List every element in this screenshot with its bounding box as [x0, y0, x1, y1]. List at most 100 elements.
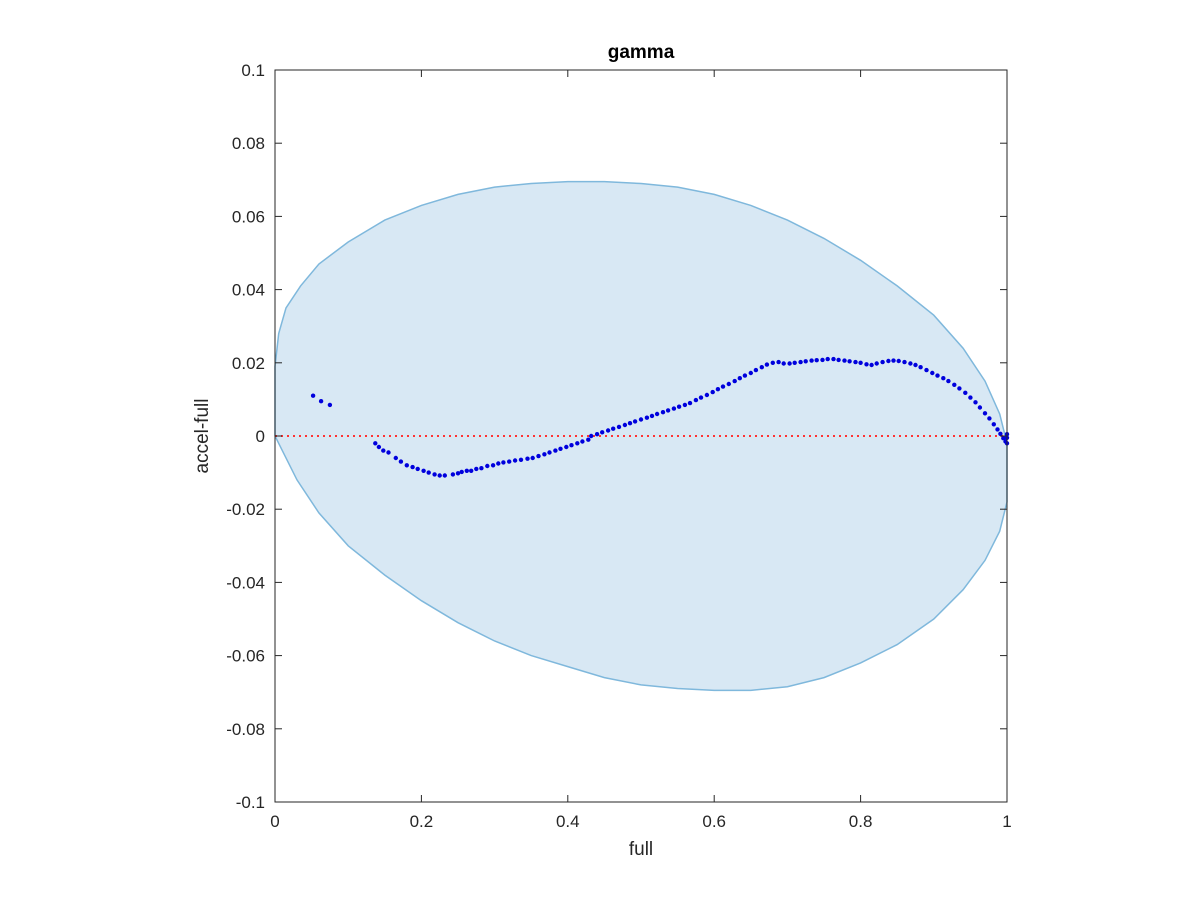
data-point — [781, 361, 786, 366]
data-point — [622, 422, 628, 428]
data-point — [373, 441, 378, 446]
data-point — [410, 464, 415, 470]
data-point — [963, 390, 968, 395]
y-tick-label: -0.1 — [236, 793, 265, 812]
data-point — [404, 463, 409, 468]
data-point — [415, 466, 420, 472]
data-point — [831, 356, 836, 362]
data-point — [525, 456, 530, 461]
y-tick-label: -0.08 — [226, 720, 265, 739]
data-point — [564, 444, 569, 450]
data-point — [836, 357, 841, 363]
data-point — [995, 427, 1000, 432]
data-point — [558, 446, 563, 451]
data-point — [512, 458, 518, 463]
data-point — [753, 367, 759, 373]
data-point — [644, 415, 650, 420]
data-point — [569, 443, 574, 448]
data-point — [586, 437, 591, 442]
data-point — [553, 448, 558, 453]
x-tick-label: 0.2 — [410, 812, 434, 831]
data-point — [490, 463, 496, 468]
data-point — [671, 406, 677, 411]
data-point — [450, 472, 456, 477]
data-point — [720, 384, 726, 389]
y-tick-label: 0.06 — [232, 207, 265, 226]
x-tick-label: 1 — [1002, 812, 1011, 831]
data-point — [842, 358, 847, 363]
data-point — [611, 426, 616, 431]
data-point — [496, 461, 501, 466]
data-point — [485, 463, 490, 469]
data-point — [748, 370, 753, 376]
data-point — [530, 455, 535, 461]
y-tick-label: 0.04 — [232, 281, 265, 300]
y-tick-label: 0.02 — [232, 354, 265, 373]
data-point — [814, 358, 819, 363]
chart-title: gamma — [608, 42, 675, 63]
data-point — [432, 472, 437, 477]
y-tick-label: 0 — [256, 427, 265, 446]
data-point — [710, 389, 715, 395]
data-point — [896, 358, 901, 364]
data-point — [946, 378, 951, 384]
data-point — [930, 370, 935, 376]
data-point — [327, 402, 333, 408]
data-point — [386, 450, 391, 455]
data-point — [376, 444, 382, 450]
y-tick-label: -0.06 — [226, 647, 265, 666]
data-point — [864, 362, 869, 367]
data-point — [310, 393, 316, 398]
data-point — [977, 405, 983, 410]
data-point — [759, 365, 764, 370]
y-tick-label: -0.04 — [226, 573, 265, 592]
data-point — [787, 361, 792, 366]
data-point — [437, 473, 442, 478]
data-point — [455, 471, 461, 476]
data-point — [987, 416, 992, 421]
data-point — [704, 392, 710, 398]
data-point — [803, 359, 808, 364]
data-point — [715, 387, 721, 392]
data-point — [318, 399, 324, 404]
data-point — [732, 378, 737, 384]
data-point — [665, 408, 671, 413]
y-tick-label: 0.08 — [232, 134, 265, 153]
data-point — [542, 452, 547, 457]
data-point — [853, 359, 858, 365]
data-point — [654, 411, 660, 417]
data-point — [913, 362, 918, 368]
data-point — [1001, 436, 1006, 441]
data-point — [742, 373, 748, 378]
x-tick-label: 0.4 — [556, 812, 580, 831]
data-point — [479, 466, 484, 471]
data-point — [770, 360, 775, 365]
data-point — [847, 359, 852, 364]
data-point — [580, 439, 585, 444]
data-point — [627, 421, 633, 426]
data-point — [464, 468, 469, 473]
data-point — [575, 441, 580, 446]
data-points — [310, 356, 1010, 478]
data-point — [792, 360, 797, 365]
data-point — [935, 373, 940, 378]
data-point — [600, 430, 605, 435]
data-point — [924, 367, 929, 373]
data-point — [998, 431, 1003, 436]
data-point — [957, 386, 962, 391]
data-point — [693, 397, 699, 403]
data-point — [676, 404, 682, 409]
x-tick-label: 0.6 — [702, 812, 726, 831]
data-point — [421, 468, 426, 473]
data-point — [991, 422, 996, 427]
data-point — [381, 448, 386, 453]
data-point — [880, 359, 885, 365]
data-point — [891, 358, 896, 363]
data-point — [886, 358, 891, 364]
data-point — [874, 361, 879, 366]
data-point — [698, 395, 704, 400]
data-point — [426, 470, 431, 475]
data-point — [682, 402, 688, 408]
data-point — [858, 360, 863, 365]
